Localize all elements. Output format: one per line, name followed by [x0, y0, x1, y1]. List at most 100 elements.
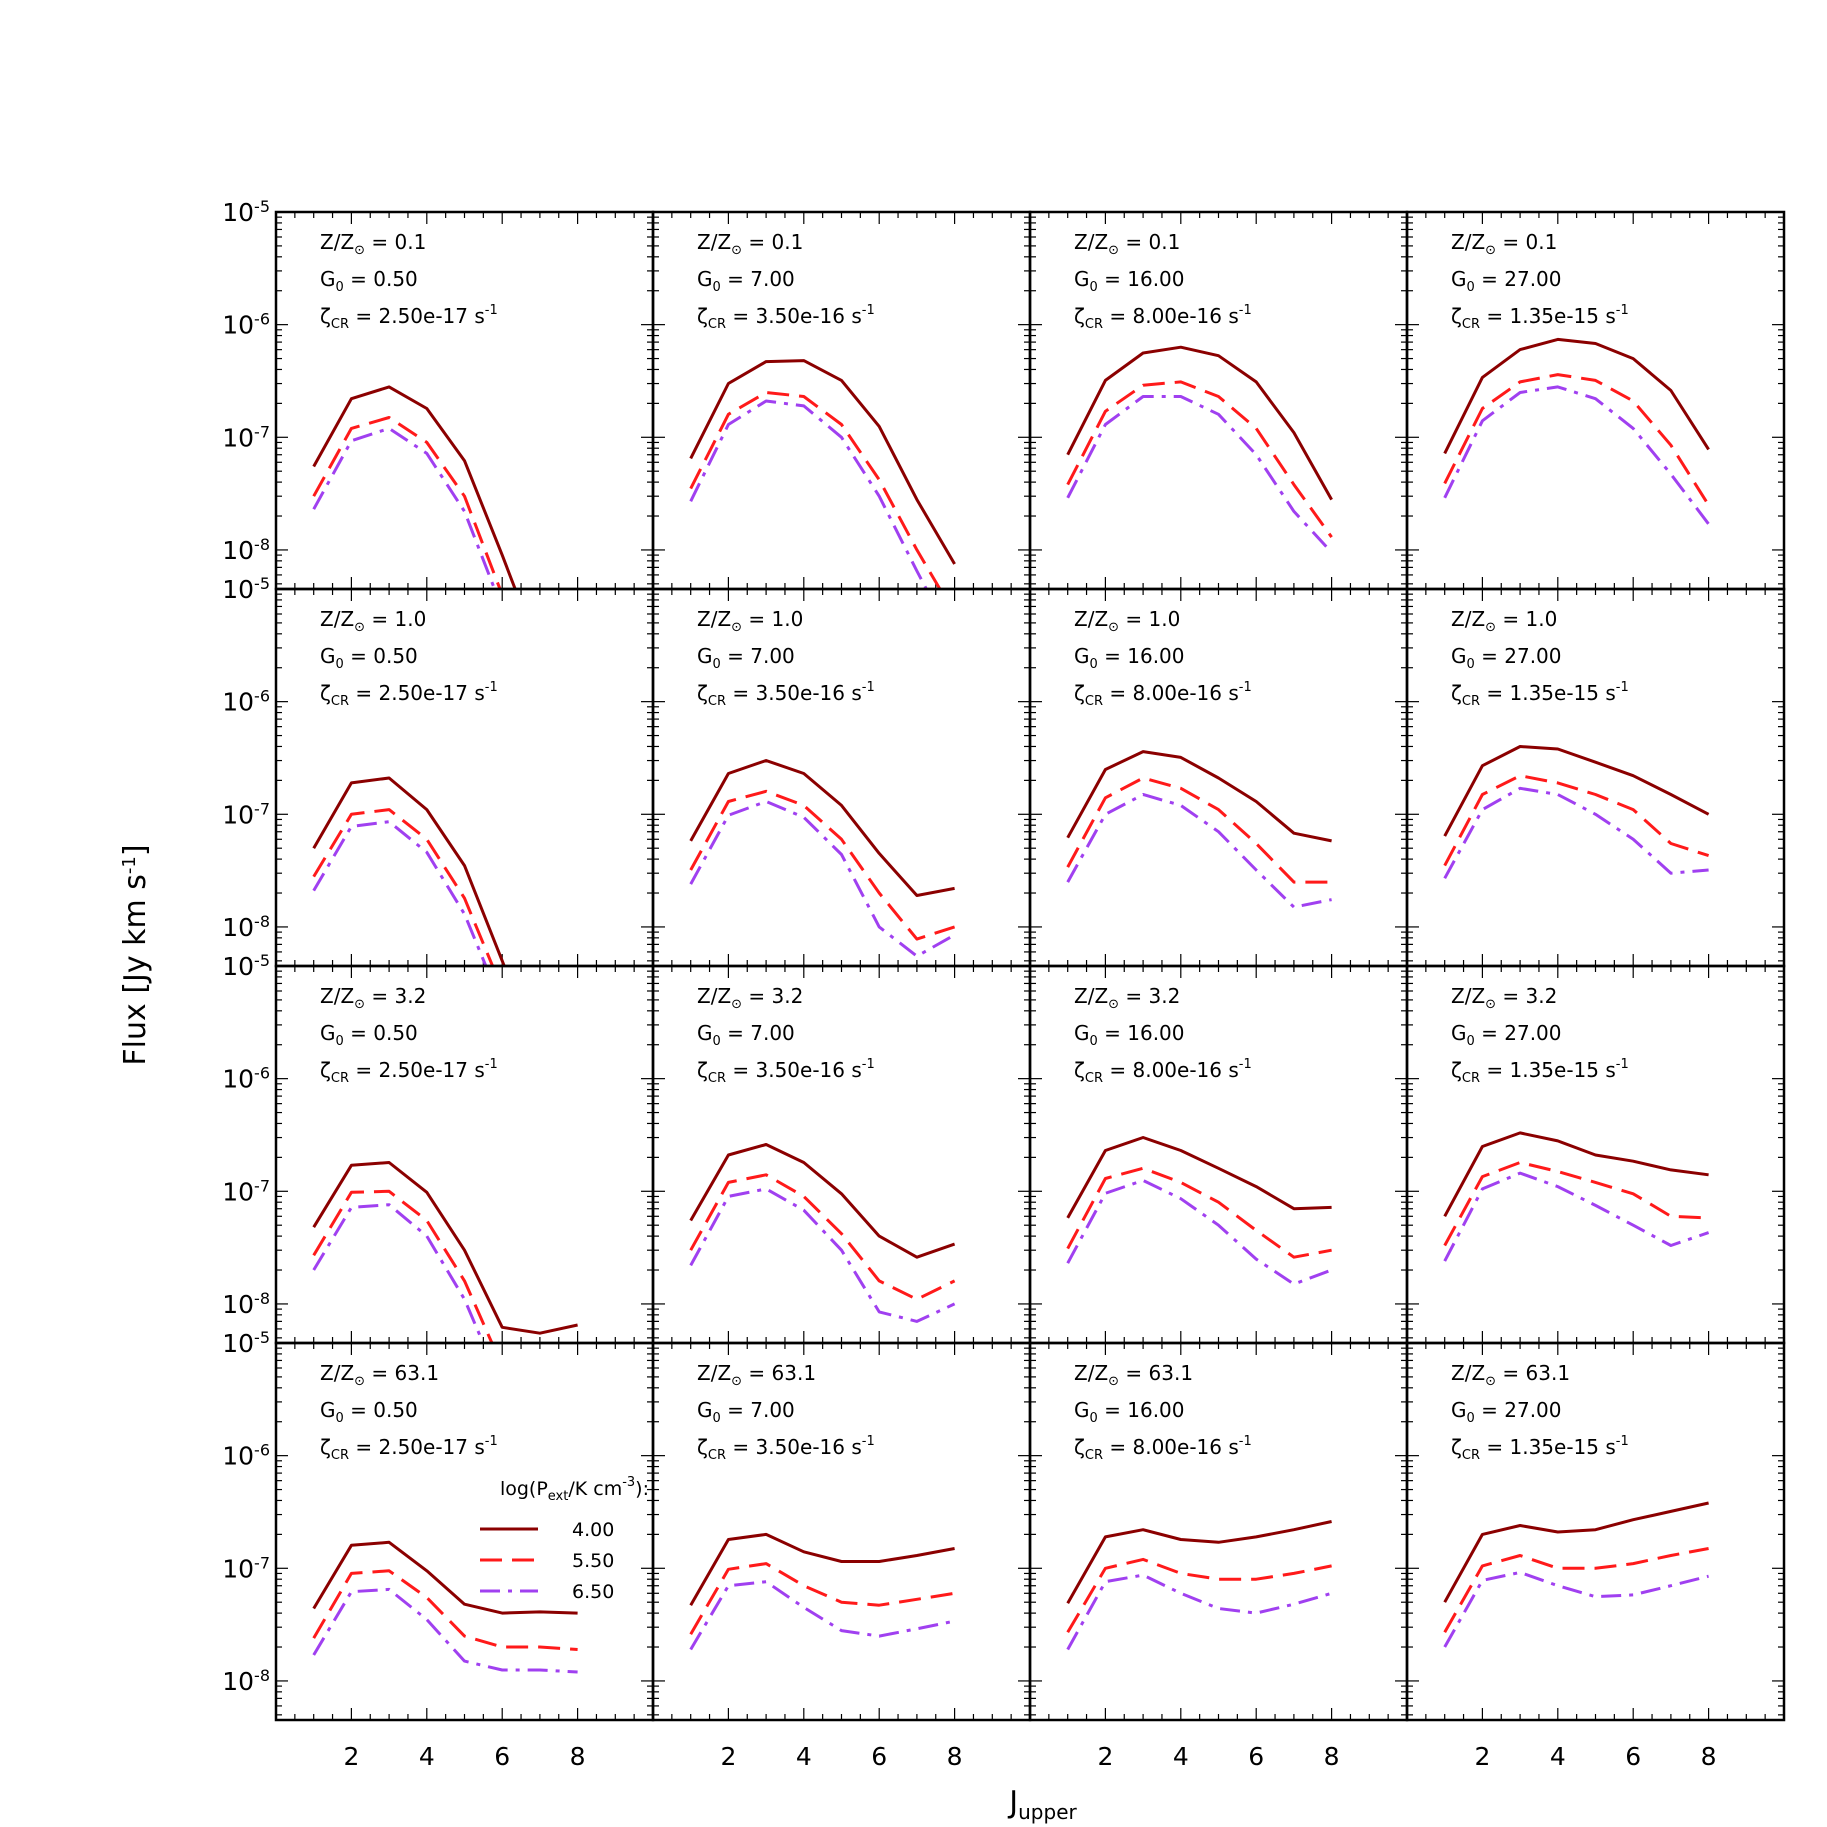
series-line-4.00 — [689, 1143, 956, 1259]
y-tick-label-base: 10 — [222, 1442, 254, 1471]
y-tick-label-base: 10 — [222, 311, 254, 340]
ann-g-value: = 16.00 — [1098, 1021, 1185, 1045]
ann-zeta-lhs: ζ — [320, 1058, 331, 1082]
ann-zeta-sup: -1 — [1239, 303, 1252, 318]
ann-g-sub: 0 — [713, 1034, 721, 1049]
panel-series — [312, 776, 506, 966]
legend-label: 6.50 — [572, 1581, 614, 1603]
y-tick-label-base: 10 — [222, 1065, 254, 1094]
annotation-zeta: ζCR = 2.50e-17 s-1 — [320, 303, 498, 332]
ann-zeta-sup: -1 — [1616, 1434, 1629, 1449]
ann-z-lhs: Z/Z — [320, 984, 354, 1008]
y-tick-label-exp: -7 — [254, 799, 270, 818]
series-line-4.00 — [312, 776, 506, 966]
ann-g-lhs: G — [1451, 1021, 1467, 1045]
annotation-g0: G0 = 16.00 — [1074, 267, 1185, 295]
series-line-5.50 — [312, 1569, 578, 1651]
y-tick-label-exp: -8 — [254, 911, 270, 930]
annotation-metallicity: Z/Z⊙ = 63.1 — [1451, 1361, 1570, 1389]
panel-r1-c1: Z/Z⊙ = 1.0 G0 = 7.00 ζCR = 3.50e-16 s-1 — [651, 587, 1032, 968]
series-line-5.50 — [312, 808, 495, 966]
panel-r0-c3: Z/Z⊙ = 0.1 G0 = 27.00 ζCR = 1.35e-15 s-1 — [1405, 210, 1786, 591]
series-line-6.50 — [312, 1587, 578, 1674]
panel-series — [312, 1540, 578, 1674]
x-axis-title-main: J — [1007, 1785, 1018, 1820]
ann-g-lhs: G — [1074, 1398, 1090, 1422]
series-line-5.50 — [689, 789, 956, 941]
ann-zeta-value: = 2.50e-17 s — [349, 681, 485, 705]
ann-zeta-sub: CR — [1085, 1071, 1103, 1086]
ann-z-sun: ⊙ — [1485, 243, 1496, 258]
ann-g-value: = 16.00 — [1098, 644, 1185, 668]
ann-z-sun: ⊙ — [354, 1374, 365, 1389]
panel-series — [689, 1143, 956, 1323]
ann-g-sub: 0 — [1090, 657, 1098, 672]
ann-zeta-sub: CR — [708, 694, 726, 709]
panel-r1-c3: Z/Z⊙ = 1.0 G0 = 27.00 ζCR = 1.35e-15 s-1 — [1405, 587, 1786, 968]
annotation-g0: G0 = 16.00 — [1074, 644, 1185, 672]
ann-z-sun: ⊙ — [731, 997, 742, 1012]
ann-z-value: = 63.1 — [365, 1361, 439, 1385]
ann-zeta-lhs: ζ — [697, 1058, 708, 1082]
ann-z-sun: ⊙ — [1108, 1374, 1119, 1389]
annotation-zeta: ζCR = 1.35e-15 s-1 — [1451, 680, 1629, 709]
panel-series — [689, 1532, 955, 1651]
annotation-metallicity: Z/Z⊙ = 3.2 — [1451, 984, 1557, 1012]
ann-zeta-lhs: ζ — [320, 304, 331, 328]
ann-z-value: = 0.1 — [365, 230, 426, 254]
y-tick-label-base: 10 — [222, 1329, 254, 1358]
series-line-6.50 — [1443, 1570, 1709, 1648]
ann-z-lhs: Z/Z — [1074, 230, 1108, 254]
ann-g-sub: 0 — [336, 657, 344, 672]
ann-z-lhs: Z/Z — [1074, 607, 1108, 631]
annotation-zeta: ζCR = 3.50e-16 s-1 — [697, 680, 875, 709]
y-tick-label: 10-8 — [222, 534, 270, 565]
y-tick-label: 10-6 — [222, 309, 270, 340]
ann-z-value: = 1.0 — [1119, 607, 1180, 631]
ann-g-lhs: G — [1451, 1398, 1467, 1422]
ann-zeta-lhs: ζ — [1074, 681, 1085, 705]
annotation-metallicity: Z/Z⊙ = 3.2 — [320, 984, 426, 1012]
annotation-g0: G0 = 27.00 — [1451, 1398, 1562, 1426]
annotation-g0: G0 = 7.00 — [697, 1398, 795, 1426]
series-line-4.00 — [312, 1161, 578, 1335]
annotation-zeta: ζCR = 3.50e-16 s-1 — [697, 1057, 875, 1086]
ann-z-lhs: Z/Z — [320, 607, 354, 631]
ann-g-value: = 27.00 — [1475, 1021, 1562, 1045]
ann-g-value: = 16.00 — [1098, 267, 1185, 291]
series-line-4.00 — [689, 359, 956, 565]
y-tick-label-exp: -6 — [254, 309, 270, 328]
legend-label: 5.50 — [572, 1550, 614, 1572]
ann-zeta-sup: -1 — [1239, 1434, 1252, 1449]
legend-title-suffix: ): — [635, 1478, 649, 1500]
y-tick-label: 10-5 — [222, 197, 270, 228]
ann-zeta-value: = 1.35e-15 s — [1480, 1058, 1616, 1082]
ann-z-sun: ⊙ — [1485, 1374, 1496, 1389]
series-line-6.50 — [1066, 395, 1333, 554]
ann-g-value: = 0.50 — [344, 1021, 418, 1045]
ann-g-value: = 7.00 — [721, 644, 795, 668]
annotation-metallicity: Z/Z⊙ = 1.0 — [1074, 607, 1180, 635]
ann-zeta-sub: CR — [331, 1448, 349, 1463]
ann-z-sun: ⊙ — [731, 243, 742, 258]
annotation-zeta: ζCR = 8.00e-16 s-1 — [1074, 680, 1252, 709]
series-line-5.50 — [1066, 1557, 1332, 1634]
ann-z-lhs: Z/Z — [1451, 1361, 1485, 1385]
y-tick-label: 10-5 — [222, 1328, 270, 1359]
ann-z-value: = 1.0 — [742, 607, 803, 631]
axis-titles: Flux [Jy km s-1] Jupper — [118, 844, 1078, 1824]
ann-g-sub: 0 — [1467, 657, 1475, 672]
ann-zeta-sup: -1 — [862, 303, 875, 318]
ann-zeta-value: = 1.35e-15 s — [1480, 304, 1616, 328]
panel-series — [312, 1161, 578, 1343]
series-line-5.50 — [1066, 380, 1333, 538]
ann-z-value: = 3.2 — [1496, 984, 1557, 1008]
series-line-5.50 — [1443, 1161, 1709, 1247]
annotation-zeta: ζCR = 8.00e-16 s-1 — [1074, 303, 1252, 332]
ann-g-value: = 0.50 — [344, 267, 418, 291]
y-tick-label-exp: -8 — [254, 534, 270, 553]
y-tick-label: 10-8 — [222, 1665, 270, 1696]
